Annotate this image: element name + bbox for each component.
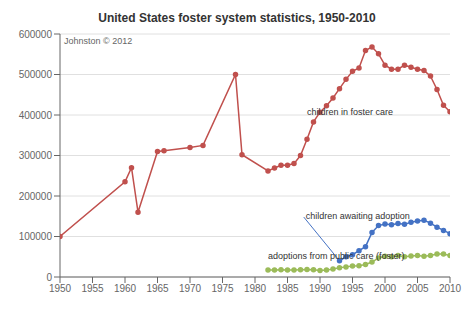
svg-text:1980: 1980 xyxy=(244,283,267,294)
svg-text:adoptions from public care (fo: adoptions from public care (foster) xyxy=(268,251,405,261)
html-text:United States foster system st: United States foster system statistics, … xyxy=(98,11,376,25)
svg-text:200000: 200000 xyxy=(19,191,53,202)
svg-text:Johnston © 2012: Johnston © 2012 xyxy=(64,36,132,46)
svg-text:400000: 400000 xyxy=(19,110,53,121)
svg-text:1965: 1965 xyxy=(146,283,169,294)
svg-text:1955: 1955 xyxy=(81,283,104,294)
svg-text:600000: 600000 xyxy=(19,29,53,40)
svg-text:2005: 2005 xyxy=(406,283,429,294)
svg-text:children in foster care: children in foster care xyxy=(307,107,393,117)
svg-text:children awaiting adoption: children awaiting adoption xyxy=(306,211,410,221)
svg-text:1995: 1995 xyxy=(341,283,364,294)
svg-text:1970: 1970 xyxy=(179,283,202,294)
svg-text:1950: 1950 xyxy=(49,283,72,294)
svg-text:1975: 1975 xyxy=(211,283,234,294)
svg-text:1960: 1960 xyxy=(114,283,137,294)
svg-text:1985: 1985 xyxy=(276,283,299,294)
svg-text:1990: 1990 xyxy=(309,283,332,294)
svg-text:2000: 2000 xyxy=(374,283,397,294)
svg-text:100000: 100000 xyxy=(19,231,53,242)
svg-text:500000: 500000 xyxy=(19,69,53,80)
svg-text:2010: 2010 xyxy=(439,283,462,294)
svg-text:0: 0 xyxy=(46,272,52,283)
svg-text:300000: 300000 xyxy=(19,150,53,161)
